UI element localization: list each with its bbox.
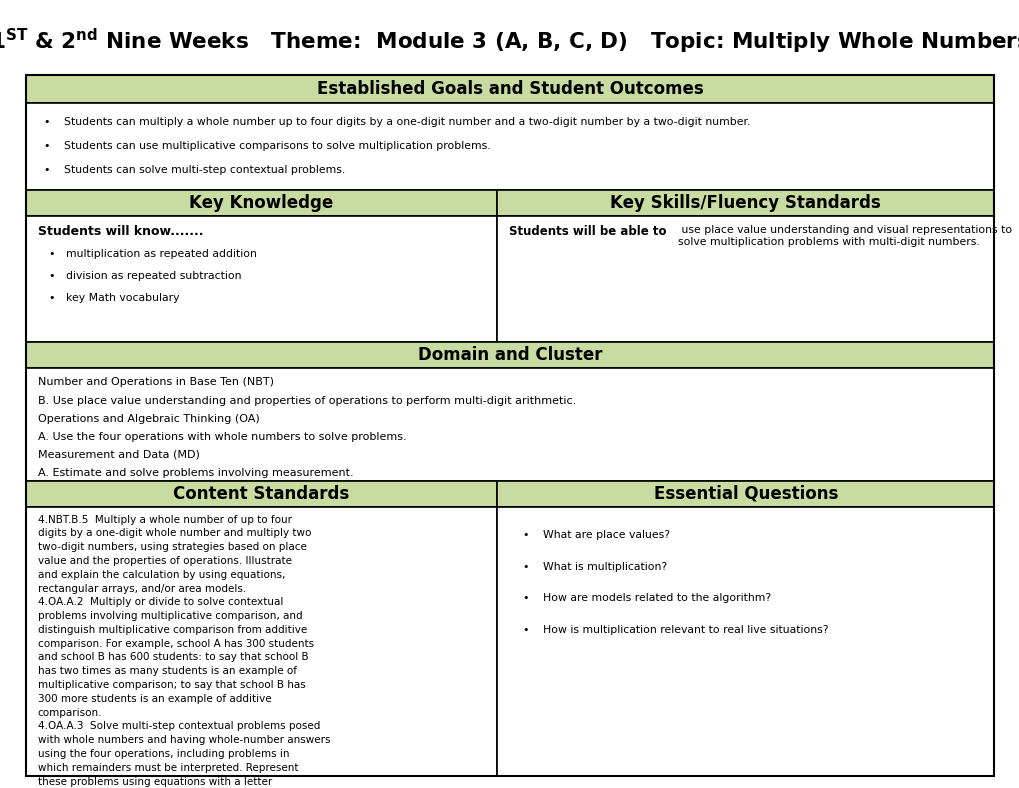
Text: Domain and Cluster: Domain and Cluster [418, 346, 601, 364]
Text: What are place values?: What are place values? [542, 530, 669, 541]
Text: and explain the calculation by using equations,: and explain the calculation by using equ… [38, 570, 285, 580]
Text: key Math vocabulary: key Math vocabulary [66, 293, 179, 303]
Text: Students can multiply a whole number up to four digits by a one-digit number and: Students can multiply a whole number up … [64, 117, 750, 128]
Text: Students will know.......: Students will know....... [38, 225, 203, 238]
Text: distinguish multiplicative comparison from additive: distinguish multiplicative comparison fr… [38, 625, 307, 635]
Text: Students can solve multi-step contextual problems.: Students can solve multi-step contextual… [64, 165, 345, 175]
Text: •: • [48, 293, 54, 303]
Text: which remainders must be interpreted. Represent: which remainders must be interpreted. Re… [38, 763, 298, 773]
Text: Operations and Algebraic Thinking (OA): Operations and Algebraic Thinking (OA) [38, 414, 259, 424]
Text: use place value understanding and visual representations to solve multiplication: use place value understanding and visual… [677, 225, 1011, 247]
Text: A. Estimate and solve problems involving measurement.: A. Estimate and solve problems involving… [38, 468, 353, 478]
Text: division as repeated subtraction: division as repeated subtraction [66, 271, 242, 281]
Text: What is multiplication?: What is multiplication? [542, 562, 666, 572]
Text: •: • [44, 165, 50, 175]
Text: Number and Operations in Base Ten (NBT): Number and Operations in Base Ten (NBT) [38, 377, 273, 388]
Text: Essential Questions: Essential Questions [653, 485, 838, 503]
Text: 4.OA.A.3  Solve multi-step contextual problems posed: 4.OA.A.3 Solve multi-step contextual pro… [38, 722, 320, 731]
Text: 300 more students is an example of additive: 300 more students is an example of addit… [38, 694, 271, 704]
Text: Measurement and Data (MD): Measurement and Data (MD) [38, 450, 200, 460]
Bar [497, 507, 994, 776]
Text: Key Skills/Fluency Standards: Key Skills/Fluency Standards [610, 194, 880, 212]
Text: •: • [48, 249, 54, 259]
Text: and school B has 600 students: to say that school B: and school B has 600 students: to say th… [38, 652, 308, 663]
Text: 1$^{\mathbf{ST}}$ & 2$^{\mathbf{nd}}$ Nine Weeks   Theme:  Module 3 (A, B, C, D): 1$^{\mathbf{ST}}$ & 2$^{\mathbf{nd}}$ Ni… [0, 27, 1019, 57]
Text: •: • [522, 562, 529, 572]
Text: •: • [48, 271, 54, 281]
Bar [25, 75, 994, 103]
Bar [497, 481, 994, 507]
Text: Established Goals and Student Outcomes: Established Goals and Student Outcomes [316, 80, 703, 98]
Bar [25, 103, 994, 190]
Text: Students will be able to: Students will be able to [510, 225, 666, 238]
Bar [25, 216, 497, 342]
Text: •: • [44, 141, 50, 151]
Text: comparison. For example, school A has 300 students: comparison. For example, school A has 30… [38, 639, 314, 649]
Text: Key Knowledge: Key Knowledge [190, 194, 333, 212]
Text: How is multiplication relevant to real live situations?: How is multiplication relevant to real l… [542, 625, 827, 635]
Text: multiplicative comparison; to say that school B has: multiplicative comparison; to say that s… [38, 680, 306, 690]
Text: 4.NBT.B.5  Multiply a whole number of up to four: 4.NBT.B.5 Multiply a whole number of up … [38, 515, 291, 525]
Text: 4.OA.A.2  Multiply or divide to solve contextual: 4.OA.A.2 Multiply or divide to solve con… [38, 597, 283, 608]
Text: B. Use place value understanding and properties of operations to perform multi-d: B. Use place value understanding and pro… [38, 396, 576, 406]
Text: value and the properties of operations. Illustrate: value and the properties of operations. … [38, 556, 291, 566]
Text: using the four operations, including problems in: using the four operations, including pro… [38, 749, 289, 759]
Text: with whole numbers and having whole-number answers: with whole numbers and having whole-numb… [38, 735, 330, 745]
Text: How are models related to the algorithm?: How are models related to the algorithm? [542, 593, 770, 604]
Text: rectangular arrays, and/or area models.: rectangular arrays, and/or area models. [38, 584, 246, 593]
Bar [497, 190, 994, 216]
Text: comparison.: comparison. [38, 708, 102, 718]
Bar [497, 216, 994, 342]
Bar [25, 75, 994, 776]
Bar [25, 368, 994, 481]
Text: multiplication as repeated addition: multiplication as repeated addition [66, 249, 257, 259]
Bar [25, 481, 497, 507]
Text: digits by a one-digit whole number and multiply two: digits by a one-digit whole number and m… [38, 529, 311, 538]
Text: problems involving multiplicative comparison, and: problems involving multiplicative compar… [38, 611, 302, 621]
Text: Students can use multiplicative comparisons to solve multiplication problems.: Students can use multiplicative comparis… [64, 141, 490, 151]
Text: •: • [522, 593, 529, 604]
Bar [25, 342, 994, 368]
Text: A. Use the four operations with whole numbers to solve problems.: A. Use the four operations with whole nu… [38, 432, 406, 442]
Text: has two times as many students is an example of: has two times as many students is an exa… [38, 667, 297, 676]
Text: •: • [44, 117, 50, 128]
Bar [25, 190, 497, 216]
Text: •: • [522, 625, 529, 635]
Text: two-digit numbers, using strategies based on place: two-digit numbers, using strategies base… [38, 542, 307, 552]
Bar [25, 507, 497, 776]
Text: •: • [522, 530, 529, 541]
Text: these problems using equations with a letter: these problems using equations with a le… [38, 777, 272, 786]
Text: Content Standards: Content Standards [173, 485, 350, 503]
